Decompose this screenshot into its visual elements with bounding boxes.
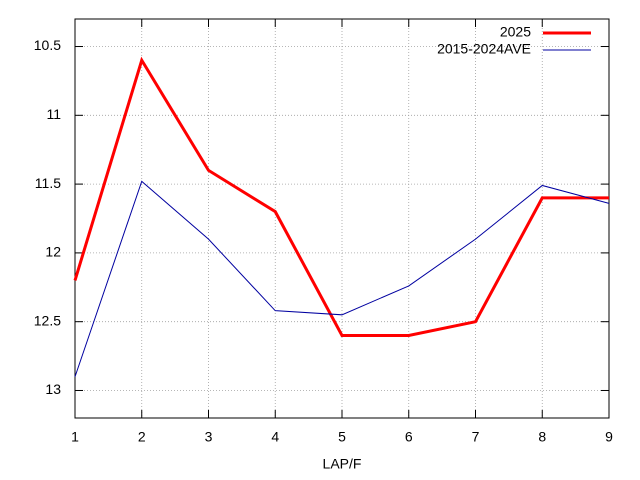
x-tick-label: 9 [605, 429, 613, 445]
x-tick-label: 2 [138, 429, 146, 445]
x-tick-label: 4 [271, 429, 279, 445]
y-tick-label: 13 [45, 381, 61, 397]
y-tick-label: 12 [45, 244, 61, 260]
x-tick-label: 6 [405, 429, 413, 445]
x-tick-label: 1 [71, 429, 79, 445]
y-tick-label: 11 [46, 106, 61, 122]
y-tick-label: 12.5 [34, 312, 61, 328]
plot-frame [74, 18, 610, 419]
x-tick-label: 7 [472, 429, 480, 445]
x-axis-label: LAP/F [323, 456, 362, 472]
x-tick-label: 3 [205, 429, 213, 445]
legend-label: 2025 [500, 24, 531, 40]
x-tick-label: 5 [338, 429, 346, 445]
series-line [74, 180, 610, 377]
series-line [73, 56, 609, 337]
x-tick-label: 8 [538, 429, 546, 445]
y-tick-label: 11.5 [35, 175, 61, 191]
y-tick-label: 10.5 [34, 37, 61, 53]
legend-label: 2015-2024AVE [437, 41, 531, 57]
